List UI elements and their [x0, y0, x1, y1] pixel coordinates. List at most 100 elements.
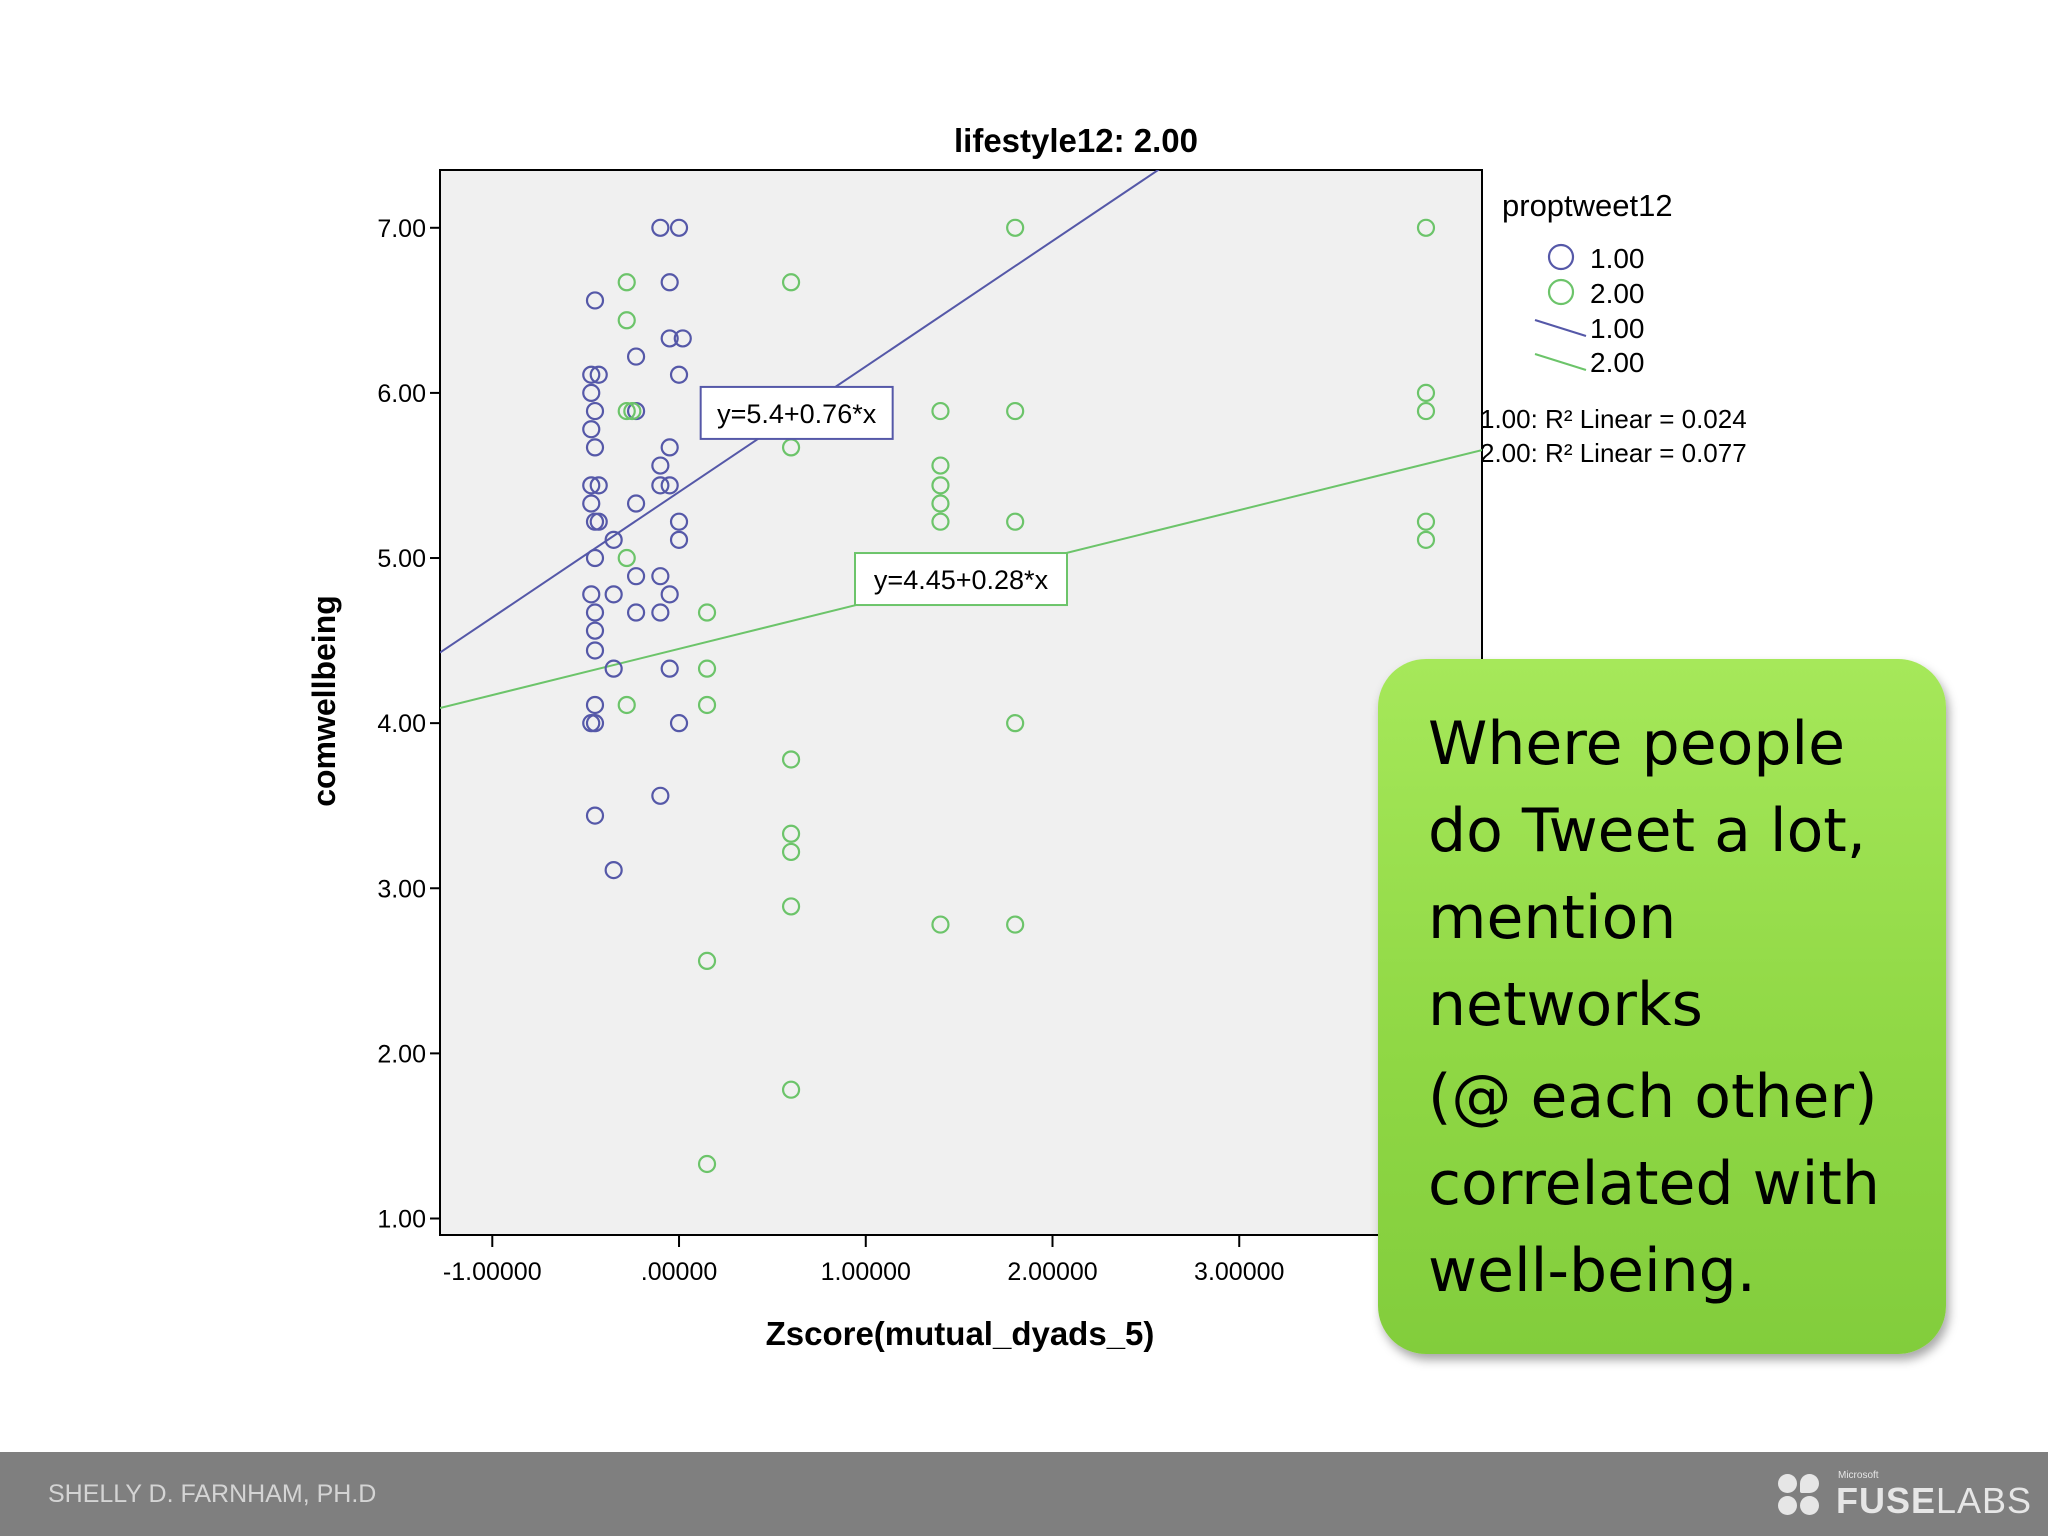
data-point — [697, 659, 717, 678]
data-point — [582, 585, 601, 604]
data-point — [697, 603, 717, 622]
legend-line — [1534, 353, 1587, 371]
data-point — [617, 695, 636, 715]
y-tick-label: 1.00 — [377, 1205, 426, 1233]
data-point — [585, 695, 605, 715]
data-point — [1416, 383, 1436, 403]
data-point — [931, 494, 950, 513]
data-point — [626, 567, 646, 586]
legend-entry: 1.00 — [1590, 243, 1645, 274]
y-tick-label: 5.00 — [377, 545, 426, 573]
data-point — [582, 476, 601, 495]
data-point — [585, 714, 605, 733]
logo-small-text: Microsoft — [1838, 1470, 1879, 1481]
data-point — [651, 603, 670, 622]
data-point — [660, 273, 679, 292]
data-point — [651, 567, 670, 586]
legend-marker — [1547, 243, 1575, 271]
y-tick-label: 7.00 — [377, 215, 426, 243]
data-point — [604, 530, 623, 549]
y-tick-label: 4.00 — [377, 710, 426, 738]
equation-label: y=4.45+0.28*x — [874, 565, 1049, 595]
legend-line-entry: 1.00 — [1590, 313, 1645, 344]
logo-light-text: LABS — [1936, 1480, 2033, 1521]
author-name: SHELLY D. FARNHAM, PH.D — [48, 1480, 377, 1508]
logo-text: FUSELABS — [1836, 1480, 2032, 1522]
data-point — [582, 420, 601, 439]
data-point — [582, 494, 601, 513]
data-point — [931, 512, 950, 531]
data-point — [669, 512, 689, 531]
data-point — [626, 603, 646, 622]
data-point — [617, 401, 636, 421]
data-point — [604, 585, 623, 604]
data-point — [697, 951, 717, 971]
legend-entry: 2.00 — [1590, 278, 1645, 309]
data-point — [673, 329, 692, 348]
equation-box — [699, 385, 894, 440]
data-point — [617, 273, 636, 292]
data-point — [781, 824, 801, 843]
equation-box — [854, 552, 1068, 607]
data-point — [660, 329, 679, 348]
legend-marker — [1547, 278, 1575, 306]
data-point — [660, 659, 679, 678]
r2-label: 1.00: R² Linear = 0.024 — [1480, 404, 1747, 434]
callout-box: Where people do Tweet a lot, mention net… — [1378, 659, 1946, 1354]
data-point — [931, 401, 950, 421]
data-point — [669, 218, 689, 237]
x-axis-label: Zscore(mutual_dyads_5) — [766, 1315, 1155, 1352]
data-point — [585, 621, 605, 640]
data-point — [660, 585, 679, 604]
data-point — [1416, 218, 1436, 237]
data-point — [589, 365, 608, 384]
data-point — [697, 1154, 717, 1174]
data-point — [604, 860, 623, 880]
data-point — [585, 401, 605, 421]
data-point — [669, 714, 689, 733]
y-tick-label: 6.00 — [377, 380, 426, 408]
data-point — [585, 641, 605, 660]
data-point — [589, 476, 608, 495]
logo-bold-text: FUSE — [1836, 1480, 1937, 1521]
data-point — [617, 548, 636, 568]
data-point — [604, 659, 623, 678]
data-point — [585, 291, 605, 310]
fit-line — [440, 170, 1160, 654]
data-point — [781, 842, 801, 862]
x-axis: -1.00000 .00000 1.00000 2.00000 3.00000 — [443, 1235, 1284, 1286]
data-point — [660, 476, 679, 495]
data-point — [617, 311, 636, 330]
data-point — [697, 695, 717, 715]
x-tick-label: 1.00000 — [821, 1258, 911, 1286]
y-axis-label: comwellbeing — [306, 595, 342, 807]
equation-label: y=5.4+0.76*x — [717, 399, 877, 429]
y-tick-label: 3.00 — [377, 875, 426, 903]
data-point — [626, 494, 646, 513]
plot-area — [439, 169, 1483, 1236]
data-point — [582, 383, 601, 403]
callout-text-2: (@ each other) correlated with well-bein… — [1428, 1062, 1880, 1306]
data-point — [582, 365, 601, 384]
data-point — [651, 456, 670, 475]
data-point — [1416, 401, 1436, 421]
data-point — [781, 750, 801, 769]
fuse-mark-icon — [1778, 1474, 1820, 1516]
data-point — [669, 365, 689, 384]
fuselabs-logo: Microsoft FUSELABS — [1778, 1470, 2031, 1521]
y-tick-label: 2.00 — [377, 1040, 426, 1068]
x-tick-label: -1.00000 — [443, 1258, 542, 1286]
legend-line — [1534, 319, 1587, 337]
callout-text-1: Where people do Tweet a lot, mention net… — [1428, 709, 1866, 1040]
data-point — [585, 603, 605, 622]
data-point — [1006, 714, 1025, 733]
data-point — [660, 438, 679, 457]
data-point — [626, 347, 646, 366]
data-point — [1006, 401, 1025, 421]
x-tick-label: 3.00000 — [1194, 1258, 1284, 1286]
data-point — [585, 438, 605, 457]
data-point — [585, 806, 605, 825]
data-point — [651, 218, 670, 237]
data-point — [931, 915, 950, 934]
